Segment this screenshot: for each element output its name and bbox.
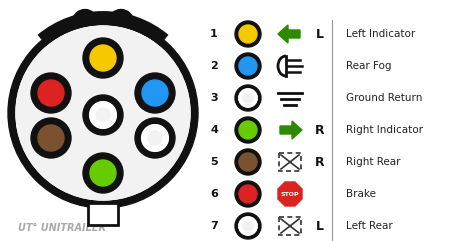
Polygon shape — [280, 121, 302, 139]
Circle shape — [235, 181, 261, 207]
Circle shape — [16, 26, 190, 200]
Text: R: R — [315, 123, 325, 136]
Text: 1: 1 — [210, 29, 218, 39]
Circle shape — [83, 38, 123, 78]
Circle shape — [235, 117, 261, 143]
Circle shape — [16, 26, 190, 200]
Text: Brake: Brake — [346, 189, 376, 199]
Text: 3: 3 — [210, 93, 218, 103]
Text: 6: 6 — [210, 189, 218, 199]
Circle shape — [235, 149, 261, 175]
Circle shape — [38, 125, 64, 151]
Circle shape — [142, 80, 168, 106]
Circle shape — [239, 153, 257, 171]
Circle shape — [243, 221, 253, 231]
Text: R: R — [315, 155, 325, 168]
Text: Left Indicator: Left Indicator — [346, 29, 415, 39]
Circle shape — [96, 108, 110, 122]
Text: 4: 4 — [210, 125, 218, 135]
Circle shape — [148, 131, 162, 145]
Circle shape — [83, 95, 123, 135]
Circle shape — [235, 53, 261, 79]
Circle shape — [235, 213, 261, 239]
Circle shape — [235, 21, 261, 47]
Circle shape — [90, 102, 116, 128]
Circle shape — [38, 80, 64, 106]
Circle shape — [239, 25, 257, 43]
Text: L: L — [316, 220, 324, 233]
Circle shape — [31, 73, 71, 113]
Text: 7: 7 — [210, 221, 218, 231]
Circle shape — [239, 57, 257, 75]
Circle shape — [135, 73, 175, 113]
Circle shape — [135, 118, 175, 158]
Text: Left Rear: Left Rear — [346, 221, 393, 231]
Circle shape — [90, 160, 116, 186]
Circle shape — [142, 125, 168, 151]
FancyBboxPatch shape — [88, 203, 118, 225]
Text: STOP: STOP — [281, 192, 299, 196]
Circle shape — [8, 18, 198, 208]
Polygon shape — [278, 182, 302, 206]
Text: Right Rear: Right Rear — [346, 157, 401, 167]
Text: 2: 2 — [210, 61, 218, 71]
Circle shape — [235, 85, 261, 111]
Text: Right Indicator: Right Indicator — [346, 125, 423, 135]
Circle shape — [239, 121, 257, 139]
Circle shape — [31, 118, 71, 158]
Circle shape — [243, 93, 253, 103]
Text: UT° UNITRAILER: UT° UNITRAILER — [18, 223, 106, 233]
Text: Ground Return: Ground Return — [346, 93, 422, 103]
Circle shape — [239, 217, 257, 235]
Circle shape — [83, 153, 123, 193]
Polygon shape — [278, 25, 300, 43]
Text: Rear Fog: Rear Fog — [346, 61, 392, 71]
Circle shape — [90, 45, 116, 71]
Text: L: L — [316, 27, 324, 40]
Circle shape — [239, 89, 257, 107]
Circle shape — [239, 185, 257, 203]
Text: 5: 5 — [210, 157, 218, 167]
